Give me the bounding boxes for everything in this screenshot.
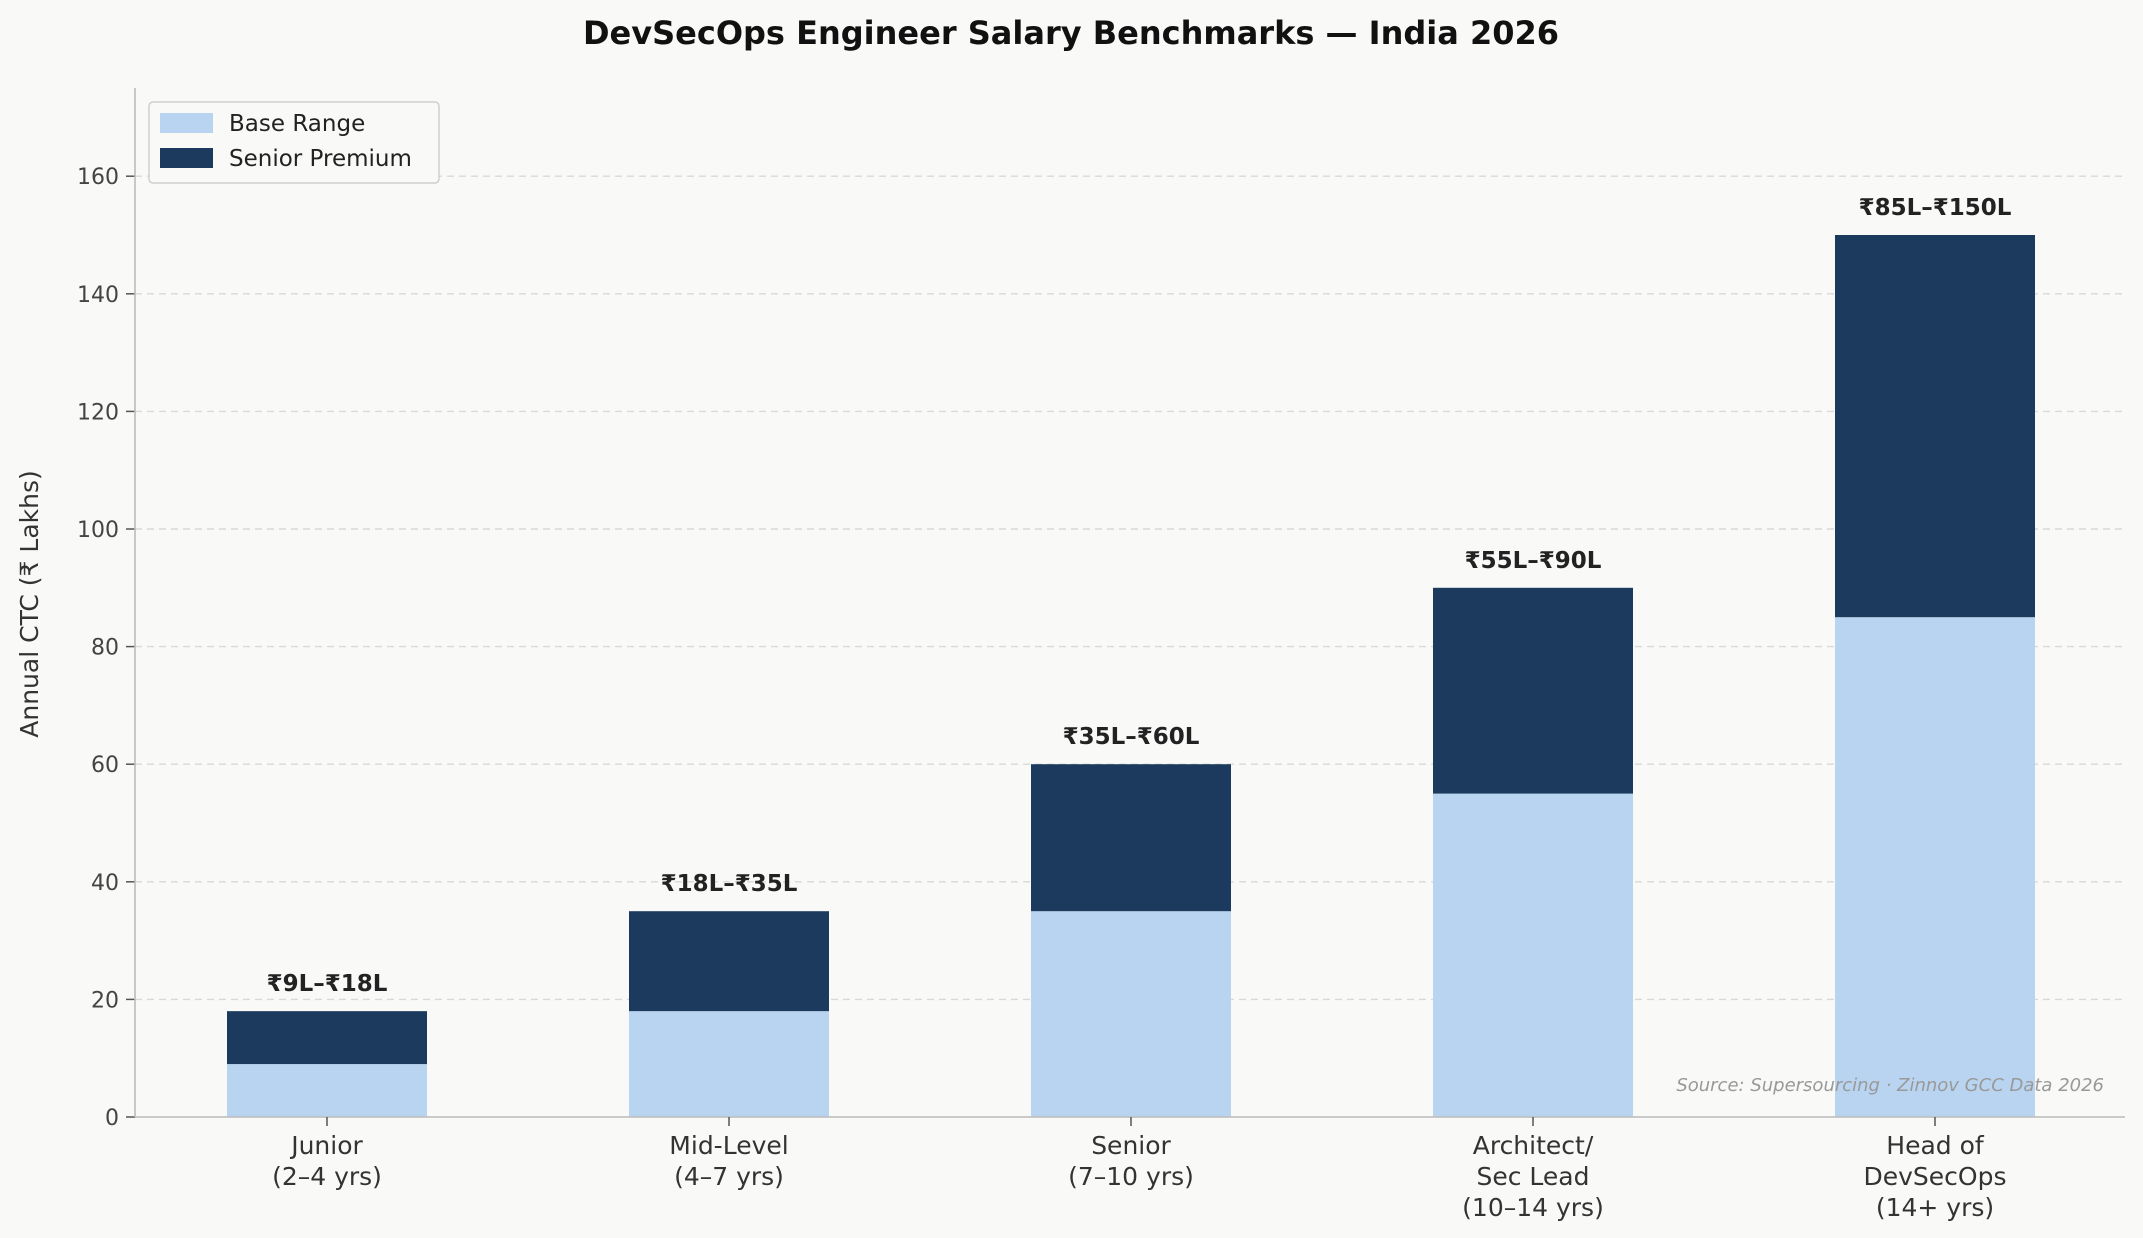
y-tick-label: 80 bbox=[91, 636, 119, 661]
x-tick-label: Head of DevSecOps (14+ yrs) bbox=[1864, 1131, 2007, 1222]
bars bbox=[227, 235, 2035, 1117]
bar-base-range bbox=[1433, 793, 1633, 1117]
legend-swatch bbox=[160, 148, 213, 168]
legend-box bbox=[148, 101, 440, 184]
bar-senior-premium bbox=[1835, 235, 2035, 618]
bar-senior-premium bbox=[1433, 587, 1633, 794]
bar-base-range bbox=[227, 1064, 427, 1117]
bar-data-label: ₹18L–₹35L bbox=[661, 871, 798, 897]
y-tick-label: 0 bbox=[105, 1106, 119, 1131]
legend-label: Base Range bbox=[229, 111, 365, 137]
bar-data-label: ₹55L–₹90L bbox=[1465, 548, 1602, 574]
bar-senior-premium bbox=[227, 1011, 427, 1065]
y-tick-label: 120 bbox=[77, 400, 119, 425]
grid-lines bbox=[135, 175, 2125, 1001]
bar-base-range bbox=[1835, 617, 2035, 1117]
bar-senior-premium bbox=[1031, 764, 1231, 912]
y-tick-label: 20 bbox=[91, 988, 119, 1013]
x-tick-label: Senior (7–10 yrs) bbox=[1068, 1131, 1194, 1191]
chart-title: DevSecOps Engineer Salary Benchmarks — I… bbox=[583, 14, 1559, 52]
bar-senior-premium bbox=[629, 911, 829, 1012]
y-tick-label: 60 bbox=[91, 753, 119, 778]
bar-data-label: ₹9L–₹18L bbox=[267, 971, 388, 997]
y-tick-label: 160 bbox=[77, 165, 119, 190]
legend-label: Senior Premium bbox=[229, 146, 412, 172]
legend: Base Range Senior Premium bbox=[148, 101, 440, 184]
y-tick-label: 100 bbox=[77, 518, 119, 543]
bar-base-range bbox=[629, 1011, 829, 1117]
y-tick-label: 40 bbox=[91, 871, 119, 896]
x-tick-label: Junior (2–4 yrs) bbox=[272, 1131, 382, 1191]
y-tick-label: 140 bbox=[77, 283, 119, 308]
bar-base-range bbox=[1031, 911, 1231, 1117]
axes: 0 20 40 60 80 100 120 140 160 Junior (2–4 yrs) Mid-… bbox=[77, 88, 2125, 1222]
data-labels: ₹9L–₹18L ₹18L–₹35L ₹35L–₹60L ₹55L–₹90L ₹85L–… bbox=[267, 195, 2012, 997]
bar-data-label: ₹35L–₹60L bbox=[1063, 724, 1200, 750]
y-axis-label: Annual CTC (₹ Lakhs) bbox=[15, 470, 44, 737]
x-tick-label: Architect/Sec Lead (10–14 yrs) bbox=[1462, 1131, 1604, 1222]
legend-swatch bbox=[160, 113, 213, 133]
x-tick-label: Mid-Level (4–7 yrs) bbox=[669, 1131, 788, 1191]
bar-data-label: ₹85L–₹150L bbox=[1859, 195, 2012, 221]
source-annotation: Source: Supersourcing · Zinnov GCC Data … bbox=[1676, 1075, 2104, 1096]
